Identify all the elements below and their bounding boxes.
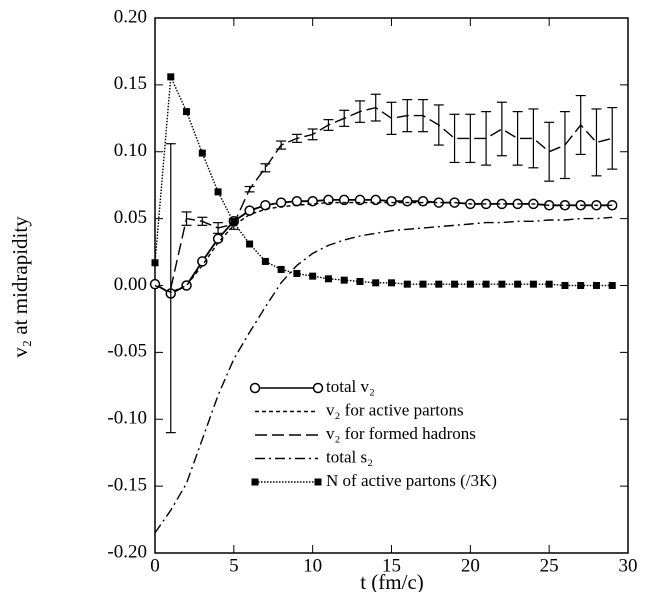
series-line — [154, 74, 613, 287]
series-line — [154, 216, 613, 534]
error-bar — [465, 113, 476, 164]
error-bar — [481, 111, 492, 166]
legend-label: N of active partons (/3K) — [326, 471, 497, 490]
error-bar — [496, 101, 507, 157]
y-tick-label: 0.15 — [114, 73, 147, 94]
y-tick-label: 0.10 — [114, 140, 147, 161]
error-bar — [339, 109, 350, 127]
marker — [514, 280, 522, 288]
error-bar — [181, 211, 192, 226]
marker — [561, 282, 569, 289]
marker — [372, 279, 380, 287]
marker — [214, 188, 222, 196]
error-bar — [165, 143, 176, 434]
legend-label: total v₂ — [326, 377, 375, 396]
error-bar — [307, 128, 318, 141]
marker — [246, 240, 254, 248]
y-tick-label: 0.00 — [114, 274, 147, 295]
error-bar — [291, 133, 302, 143]
marker — [498, 280, 506, 288]
marker — [608, 282, 616, 289]
marker — [324, 275, 332, 283]
legend-label: v₂ for active partons — [326, 400, 464, 419]
legend-marker — [249, 382, 261, 394]
marker — [151, 259, 159, 267]
error-bar — [213, 222, 224, 234]
legend-marker — [314, 478, 322, 486]
marker — [338, 194, 350, 206]
marker — [592, 282, 600, 289]
error-bar — [370, 93, 381, 122]
error-bar — [244, 185, 255, 193]
marker — [277, 265, 285, 273]
error-bar — [323, 119, 334, 131]
legend-marker — [312, 382, 324, 394]
series-line — [154, 199, 613, 295]
error-bar — [197, 216, 208, 226]
x-tick-label: 5 — [229, 555, 239, 576]
y-tick-label: -0.10 — [107, 408, 147, 429]
marker — [403, 280, 411, 288]
error-bar — [528, 108, 539, 169]
marker — [545, 280, 553, 288]
marker — [577, 282, 585, 289]
error-bar — [418, 98, 429, 133]
marker — [388, 279, 395, 287]
x-tick-label: 15 — [382, 555, 401, 576]
series-line — [154, 201, 613, 293]
x-tick-label: 10 — [303, 555, 322, 576]
marker — [291, 195, 303, 207]
error-bar — [575, 94, 586, 156]
error-bar — [559, 111, 570, 180]
y-tick-label: 0.05 — [114, 207, 147, 228]
error-bar — [544, 121, 555, 182]
marker — [340, 276, 348, 284]
error-bar — [449, 113, 460, 164]
marker — [417, 195, 429, 207]
legend-label: v₂ for formed hadrons — [326, 424, 476, 443]
legend-marker — [251, 478, 259, 486]
error-bar — [386, 101, 397, 135]
marker — [356, 277, 364, 285]
y-tick-label: -0.05 — [107, 341, 147, 362]
error-bar — [354, 100, 365, 123]
y-tick-label: 0.20 — [114, 6, 147, 27]
marker — [275, 197, 287, 208]
legend-label: total s₂ — [326, 447, 373, 466]
x-tick-label: 0 — [150, 555, 160, 576]
error-bar — [260, 163, 271, 173]
y-tick-label: -0.15 — [107, 474, 147, 495]
error-bar — [607, 107, 618, 170]
marker — [402, 195, 413, 207]
marker — [261, 257, 269, 265]
marker — [482, 280, 490, 288]
marker — [167, 73, 175, 81]
marker — [451, 280, 459, 288]
x-tick-label: 25 — [540, 555, 559, 576]
error-bar — [512, 111, 523, 166]
marker — [309, 272, 317, 280]
marker — [529, 280, 537, 288]
x-axis-label: t (fm/c) — [360, 570, 424, 592]
error-bar — [591, 108, 602, 177]
legend: total v₂ v₂ for active partons v₂ for form… — [249, 377, 497, 490]
marker — [419, 280, 427, 288]
marker — [230, 219, 238, 227]
marker — [293, 269, 301, 277]
marker — [606, 200, 618, 211]
marker — [466, 280, 474, 288]
marker — [260, 200, 271, 211]
x-tick-label: 20 — [461, 555, 480, 576]
y-tick-label: -0.20 — [107, 541, 147, 562]
error-bar — [433, 104, 444, 146]
x-tick-label: 30 — [619, 555, 638, 576]
error-bar — [276, 140, 287, 150]
error-bar — [402, 98, 413, 133]
y-axis-label: v₂ at midrapidity — [8, 216, 32, 358]
marker — [386, 195, 397, 207]
marker — [435, 280, 443, 288]
marker — [183, 108, 191, 116]
marker — [198, 149, 206, 157]
